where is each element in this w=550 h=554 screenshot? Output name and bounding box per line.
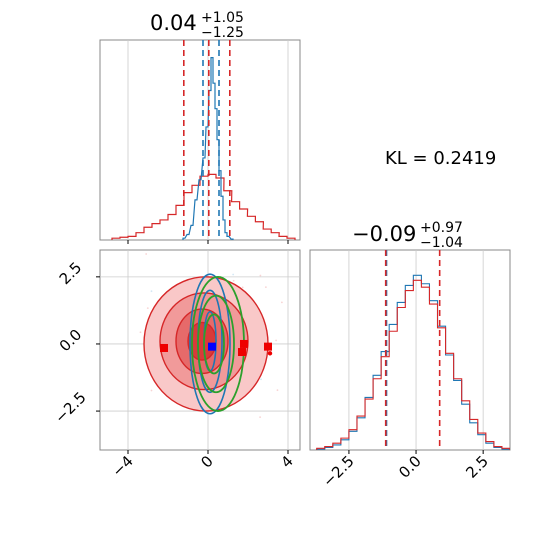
x-tick-label-p0: −4 bbox=[108, 452, 136, 480]
scatter-point bbox=[275, 339, 277, 342]
blue-histogram-p0 bbox=[182, 57, 234, 240]
scatter-point bbox=[232, 273, 235, 276]
x-tick-label-p1: 2.5 bbox=[462, 452, 492, 482]
scatter-point bbox=[324, 331, 326, 333]
red-histogram-p0 bbox=[111, 173, 296, 240]
y-tick-label-p1: −2.5 bbox=[51, 388, 89, 426]
joint-markers bbox=[160, 339, 273, 357]
joint-y-ticks: −2.5 0.0 2.5 bbox=[51, 259, 100, 427]
red-histogram-p1 bbox=[316, 279, 510, 450]
scatter-point bbox=[276, 389, 279, 392]
scatter-point bbox=[145, 253, 148, 255]
scatter-point bbox=[191, 241, 193, 243]
scatter-point bbox=[146, 307, 149, 310]
red-square-marker bbox=[264, 342, 272, 351]
scatter-point bbox=[150, 389, 153, 392]
marginal-p0-ticks bbox=[127, 240, 289, 244]
marginal-p1-grid bbox=[348, 250, 484, 450]
title-p1-lower: −1.04 bbox=[420, 235, 463, 251]
blue-histogram-p1 bbox=[316, 274, 510, 450]
red-dot-marker bbox=[267, 351, 273, 356]
joint-panel: −4 0 4 −2.5 0.0 2.5 bbox=[51, 241, 326, 480]
x-tick-label-p1: −2.5 bbox=[319, 452, 357, 490]
x-tick-label-p1: 0.0 bbox=[395, 452, 425, 482]
title-p0-median: 0.04 bbox=[150, 11, 197, 35]
marginal-p1-panel: −2.5 0.0 2.5 bbox=[309, 249, 511, 491]
scatter-point bbox=[241, 286, 244, 289]
red-square-marker bbox=[238, 348, 246, 357]
joint-frame bbox=[99, 249, 301, 451]
red-square-marker bbox=[240, 339, 248, 348]
joint-red-contours bbox=[143, 276, 269, 412]
scatter-point bbox=[232, 279, 235, 282]
title-p0: 0.04 +1.05 −1.25 bbox=[150, 10, 244, 41]
title-p0-upper: +1.05 bbox=[201, 10, 244, 26]
scatter-point bbox=[280, 301, 283, 304]
marginal-p1-frame bbox=[309, 249, 511, 451]
title-p1: −0.09 +0.97 −1.04 bbox=[352, 220, 463, 251]
x-tick-label-p0: 4 bbox=[277, 452, 296, 471]
marginal-p1-blue-hist bbox=[316, 274, 510, 450]
kl-label: KL = 0.2419 bbox=[385, 148, 496, 169]
marginal-p0-panel bbox=[99, 39, 301, 244]
marginal-p0-red-hist bbox=[111, 173, 296, 240]
x-tick-label-p0: 0 bbox=[197, 452, 216, 471]
scatter-point bbox=[150, 290, 153, 293]
marginal-p1-red-hist bbox=[316, 279, 510, 450]
marginal-p1-quantile-lines bbox=[384, 250, 441, 450]
scatter-point bbox=[264, 286, 267, 288]
y-tick-label-p1: 2.5 bbox=[56, 259, 86, 289]
title-p1-upper: +0.97 bbox=[420, 220, 463, 236]
title-p1-median: −0.09 bbox=[352, 222, 416, 246]
green-contour bbox=[203, 313, 225, 375]
title-p0-lower: −1.25 bbox=[201, 25, 244, 41]
scatter-point bbox=[259, 274, 262, 277]
blue-square-marker bbox=[208, 342, 216, 351]
scatter-point bbox=[259, 416, 262, 419]
red-square-marker bbox=[160, 343, 168, 352]
scatter-point bbox=[139, 331, 142, 334]
scatter-point bbox=[260, 378, 262, 381]
green-contour bbox=[197, 294, 235, 394]
marginal-p0-quantile-lines bbox=[183, 40, 231, 240]
y-tick-label-p1: 0.0 bbox=[56, 326, 86, 356]
marginal-p0-frame bbox=[99, 39, 301, 241]
blue-contour bbox=[189, 273, 231, 415]
marginal-p1-x-ticks: −2.5 0.0 2.5 bbox=[319, 450, 492, 491]
joint-x-ticks: −4 0 4 bbox=[108, 450, 297, 480]
marginal-p0-blue-hist bbox=[182, 57, 234, 240]
